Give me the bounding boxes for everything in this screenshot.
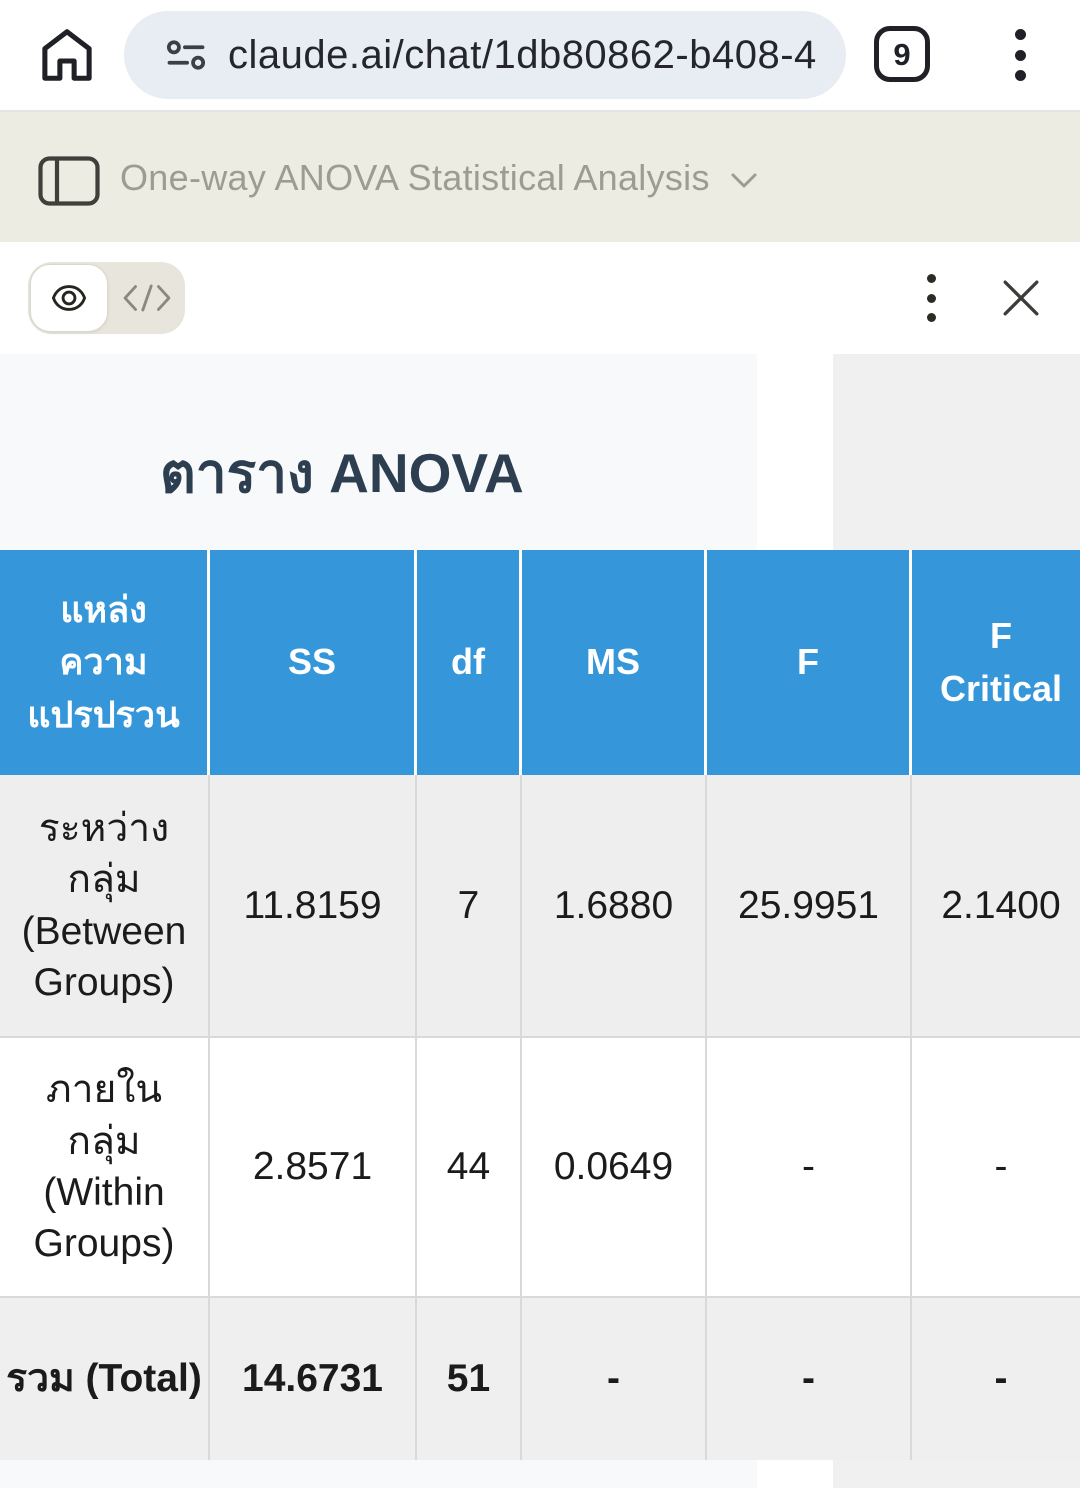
home-button[interactable] xyxy=(36,22,98,88)
eye-icon xyxy=(51,285,86,311)
close-icon xyxy=(1003,280,1039,316)
kebab-dot xyxy=(1014,49,1026,61)
cell-f-critical: - xyxy=(912,1298,1080,1460)
artifact-view-toggle xyxy=(28,262,185,334)
sidebar-icon xyxy=(38,156,100,206)
conversation-title-dropdown[interactable]: One-way ANOVA Statistical Analysis xyxy=(120,112,758,244)
cell-source: รวม (Total) xyxy=(0,1298,210,1460)
preview-toggle-button[interactable] xyxy=(30,264,108,332)
code-toggle-button[interactable] xyxy=(110,262,186,334)
url-text: claude.ai/chat/1db80862-b408-4 xyxy=(228,32,817,77)
sidebar-toggle-button[interactable] xyxy=(38,156,100,206)
header-df: df xyxy=(417,550,522,775)
table-row-total: รวม (Total) 14.6731 51 - - - xyxy=(0,1298,1080,1460)
chevron-down-icon xyxy=(730,172,758,190)
tab-count: 9 xyxy=(893,36,911,72)
cell-f: 25.9951 xyxy=(707,775,912,1038)
cell-f: - xyxy=(707,1038,912,1298)
kebab-dot xyxy=(926,313,936,322)
header-f-critical: F Critical xyxy=(912,550,1080,775)
artifact-close-button[interactable] xyxy=(998,268,1044,328)
cell-source: ระหว่าง กลุ่ม (Between Groups) xyxy=(0,775,210,1038)
app-header: One-way ANOVA Statistical Analysis xyxy=(0,110,1080,242)
code-icon xyxy=(123,284,171,312)
cell-f-critical: - xyxy=(912,1038,1080,1298)
artifact-toolbar xyxy=(0,242,1080,354)
cell-ss: 2.8571 xyxy=(210,1038,417,1298)
table-row-within-groups: ภายใน กลุ่ม (Within Groups) 2.8571 44 0.… xyxy=(0,1038,1080,1298)
kebab-dot xyxy=(1014,29,1026,40)
artifact-menu-button[interactable] xyxy=(916,268,946,328)
site-settings-icon[interactable] xyxy=(164,33,208,77)
anova-table: แหล่ง ความ แปรปรวน SS df MS F F Critical… xyxy=(0,550,1080,1460)
cell-df: 51 xyxy=(417,1298,522,1460)
browser-menu-button[interactable] xyxy=(1005,26,1035,84)
artifact-content: ตาราง ANOVA แหล่ง ความ แปรปรวน SS df MS … xyxy=(0,354,1080,1488)
home-icon xyxy=(42,29,92,81)
browser-top-bar: claude.ai/chat/1db80862-b408-4 9 xyxy=(0,0,1080,110)
kebab-dot xyxy=(926,293,936,303)
url-bar[interactable]: claude.ai/chat/1db80862-b408-4 xyxy=(124,11,846,99)
cell-f-critical: 2.1400 xyxy=(912,775,1080,1038)
cell-df: 7 xyxy=(417,775,522,1038)
table-header-row: แหล่ง ความ แปรปรวน SS df MS F F Critical xyxy=(0,550,1080,775)
cell-ss: 11.8159 xyxy=(210,775,417,1038)
cell-ss: 14.6731 xyxy=(210,1298,417,1460)
cell-ms: 0.0649 xyxy=(522,1038,707,1298)
cell-ms: 1.6880 xyxy=(522,775,707,1038)
cell-df: 44 xyxy=(417,1038,522,1298)
anova-table-container: แหล่ง ความ แปรปรวน SS df MS F F Critical… xyxy=(0,550,1080,1470)
header-source-of-variation: แหล่ง ความ แปรปรวน xyxy=(0,550,210,775)
header-ms: MS xyxy=(522,550,707,775)
tab-switcher-button[interactable]: 9 xyxy=(874,26,930,82)
header-ss: SS xyxy=(210,550,417,775)
table-title: ตาราง ANOVA xyxy=(160,442,524,504)
conversation-title: One-way ANOVA Statistical Analysis xyxy=(120,157,710,198)
cell-ms: - xyxy=(522,1298,707,1460)
kebab-dot xyxy=(1014,70,1026,81)
table-row-between-groups: ระหว่าง กลุ่ม (Between Groups) 11.8159 7… xyxy=(0,775,1080,1038)
kebab-dot xyxy=(926,274,936,283)
header-f: F xyxy=(707,550,912,775)
cell-source: ภายใน กลุ่ม (Within Groups) xyxy=(0,1038,210,1298)
cell-f: - xyxy=(707,1298,912,1460)
